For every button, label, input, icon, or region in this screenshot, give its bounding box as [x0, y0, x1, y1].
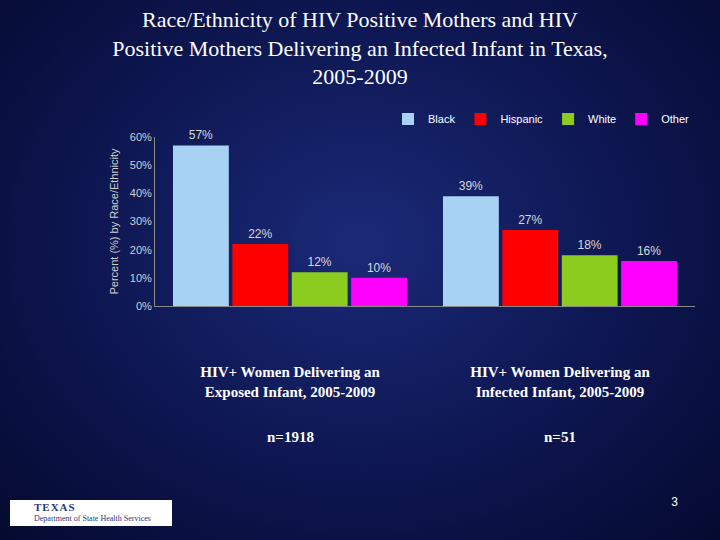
svg-text:20%: 20%	[130, 244, 152, 256]
html-text:TEXAS: TEXAS	[34, 501, 76, 513]
html-text:Department of State Health Ser: Department of State Health Services	[34, 514, 151, 523]
svg-text:Hispanic: Hispanic	[500, 113, 543, 125]
svg-text:Black: Black	[428, 113, 455, 125]
svg-text:27%: 27%	[518, 213, 542, 227]
svg-text:White: White	[588, 113, 616, 125]
svg-text:39%: 39%	[459, 179, 483, 193]
svg-text:57%: 57%	[189, 128, 213, 142]
svg-text:HIV+ Women Delivering anExpose: HIV+ Women Delivering anExposed Infant, …	[200, 364, 380, 400]
svg-text:0%: 0%	[136, 300, 152, 312]
svg-text:Other: Other	[661, 113, 689, 125]
svg-text:22%: 22%	[248, 227, 272, 241]
svg-text:n=51: n=51	[544, 429, 576, 445]
svg-text:18%: 18%	[578, 238, 602, 252]
svg-text:60%: 60%	[130, 131, 152, 143]
svg-text:30%: 30%	[130, 215, 152, 227]
html-text:3: 3	[671, 495, 678, 509]
svg-text:16%: 16%	[637, 244, 661, 258]
svg-text:10%: 10%	[367, 261, 391, 275]
svg-text:n=1918: n=1918	[267, 429, 314, 445]
svg-text:10%: 10%	[130, 272, 152, 284]
svg-text:HIV+ Women Delivering anInfect: HIV+ Women Delivering anInfected Infant,…	[470, 364, 650, 400]
svg-text:50%: 50%	[130, 159, 152, 171]
svg-text:12%: 12%	[308, 255, 332, 269]
svg-text:Race/Ethnicity of HIV Positive: Race/Ethnicity of HIV Positive Mothers a…	[112, 7, 607, 89]
svg-text:Percent (%) by Race/Ethnicity: Percent (%) by Race/Ethnicity	[108, 148, 120, 295]
svg-text:40%: 40%	[130, 187, 152, 199]
